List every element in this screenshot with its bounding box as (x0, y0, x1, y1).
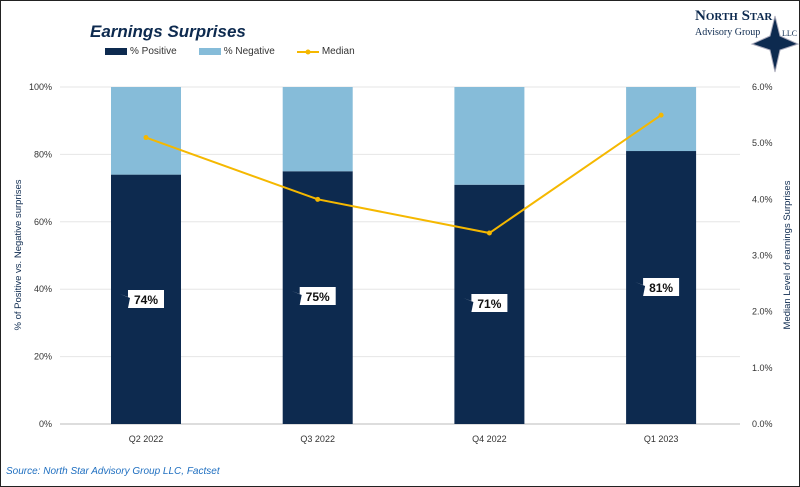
bar-negative (626, 87, 697, 152)
y-axis-label: % of Positive vs. Negative surprises (13, 179, 24, 330)
median-point (143, 135, 149, 141)
star-icon: LLC (750, 15, 800, 73)
bar-negative (282, 87, 353, 172)
x-tick-label: Q2 2022 (129, 434, 164, 444)
legend-item-positive: % Positive (105, 46, 177, 57)
svg-text:LLC: LLC (782, 29, 797, 38)
y-tick-label: 20% (34, 352, 52, 362)
y2-tick-label: 2.0% (752, 307, 773, 317)
data-label: 74% (134, 293, 158, 307)
y2-tick-label: 0.0% (752, 419, 773, 429)
data-label-callout (291, 287, 336, 305)
legend-swatch (198, 48, 221, 55)
legend-item-median: Median (296, 46, 355, 57)
logo-subtitle: Advisory Group (695, 27, 761, 38)
y2-tick-label: 1.0% (752, 363, 773, 373)
y-tick-label: 0% (39, 419, 52, 429)
y2-tick-label: 5.0% (752, 138, 773, 148)
data-label-callout (635, 278, 680, 296)
x-tick-label: Q3 2022 (300, 434, 335, 444)
y2-tick-label: 4.0% (752, 194, 773, 204)
data-label: 71% (477, 297, 501, 311)
legend-swatch (105, 48, 127, 55)
source-note: Source: North Star Advisory Group LLC, F… (6, 466, 220, 477)
y-tick-label: 40% (34, 284, 52, 294)
median-point (315, 196, 321, 202)
y2-axis-label: Median Level of earnings Surprises (782, 180, 793, 329)
y2-tick-label: 3.0% (752, 251, 773, 261)
data-label-callout (463, 294, 508, 312)
median-point (658, 112, 664, 118)
y-tick-label: 100% (29, 82, 52, 92)
x-tick-label: Q1 2023 (644, 434, 679, 444)
legend-label: Median (321, 46, 355, 57)
legend: % Positive % Negative Median (105, 46, 355, 57)
logo: North Star Advisory Group LLC (690, 4, 800, 76)
legend-label: % Negative (223, 46, 275, 57)
bar-negative (111, 87, 181, 175)
y-tick-label: 60% (34, 217, 52, 227)
chart-title: Earnings Surprises (90, 22, 246, 41)
legend-line-icon (296, 49, 319, 54)
legend-item-negative: % Negative (198, 46, 275, 57)
logo-name: North Star (695, 8, 773, 24)
median-line (145, 114, 662, 235)
y-tick-label: 80% (34, 149, 52, 159)
legend-label: % Positive (130, 46, 177, 57)
data-label: 75% (306, 290, 330, 304)
data-label: 81% (649, 281, 673, 295)
y2-tick-label: 6.0% (752, 82, 773, 92)
data-label-callout (120, 290, 164, 308)
median-point (486, 230, 492, 236)
bar-negative (454, 87, 525, 185)
x-tick-label: Q4 2022 (472, 434, 507, 444)
